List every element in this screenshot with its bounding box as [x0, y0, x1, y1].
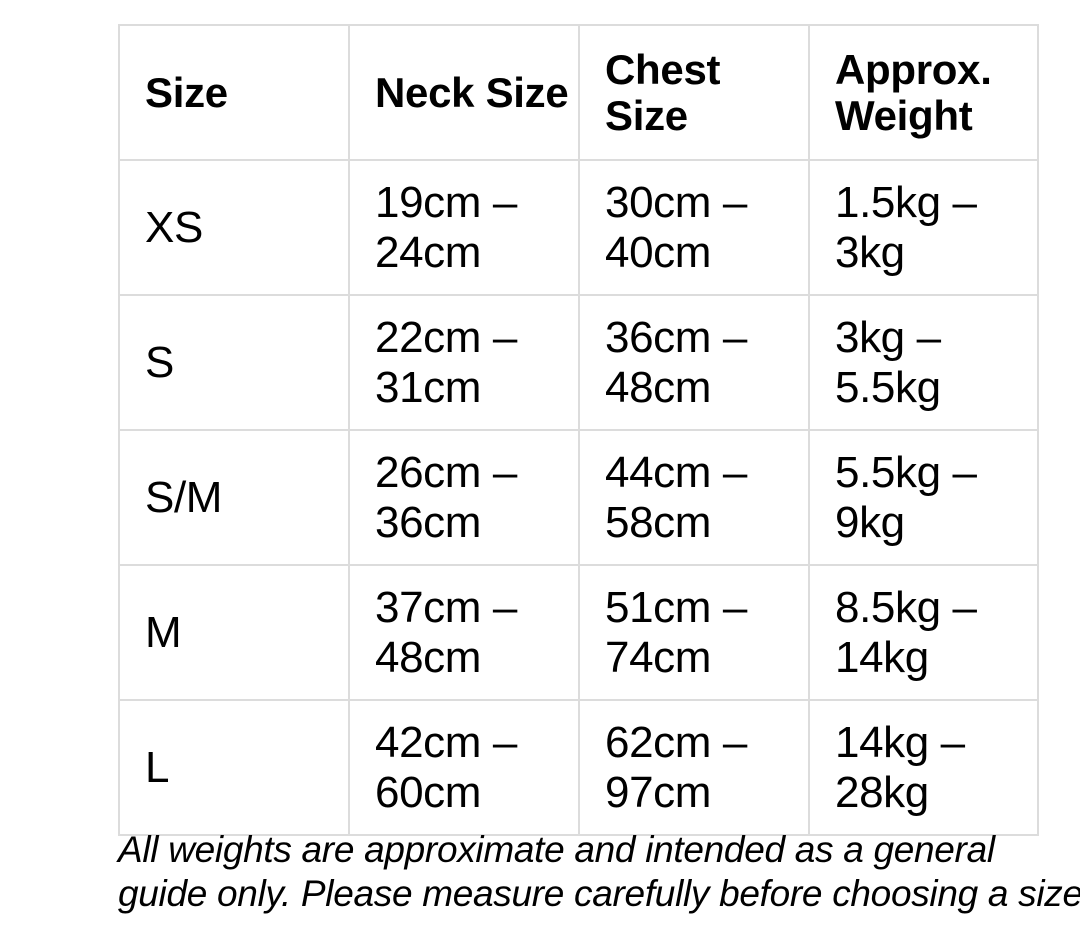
column-header-size: Size	[118, 24, 350, 161]
footnote-line: All weights are approximate and intended…	[118, 829, 995, 870]
table-header-row: Size Neck Size Chest Size Approx. Weight	[118, 24, 1039, 161]
cell-line: 3kg –	[835, 312, 941, 362]
cell-line: 60cm	[375, 767, 481, 817]
cell-line: 62cm –	[605, 717, 747, 767]
table-row: S 22cm –31cm 36cm –48cm 3kg –5.5kg	[118, 294, 1039, 431]
cell-chest: 44cm –58cm	[578, 429, 810, 566]
cell-chest: 36cm –48cm	[578, 294, 810, 431]
cell-neck: 26cm –36cm	[348, 429, 580, 566]
column-header-line: Neck Size	[375, 68, 569, 116]
cell-size: M	[118, 564, 350, 701]
cell-size: XS	[118, 159, 350, 296]
cell-line: 14kg –	[835, 717, 965, 767]
table-body: XS 19cm –24cm 30cm –40cm 1.5kg –3kg S 22cm –3…	[118, 159, 1039, 836]
table-row: M 37cm –48cm 51cm –74cm 8.5kg –14kg	[118, 564, 1039, 701]
cell-line: 26cm –	[375, 447, 517, 497]
cell-line: 14kg	[835, 632, 929, 682]
cell-weight: 8.5kg –14kg	[808, 564, 1039, 701]
cell-weight: 3kg –5.5kg	[808, 294, 1039, 431]
cell-chest: 51cm –74cm	[578, 564, 810, 701]
cell-neck: 42cm –60cm	[348, 699, 580, 836]
cell-line: 42cm –	[375, 717, 517, 767]
cell-line: 9kg	[835, 497, 905, 547]
cell-line: 37cm –	[375, 582, 517, 632]
cell-line: 19cm –	[375, 177, 517, 227]
footnote-text: All weights are approximate and intended…	[118, 828, 1080, 916]
cell-size: S/M	[118, 429, 350, 566]
cell-line: 5.5kg	[835, 362, 941, 412]
cell-line: 74cm	[605, 632, 711, 682]
cell-line: 40cm	[605, 227, 711, 277]
cell-line: 48cm	[375, 632, 481, 682]
cell-line: 28kg	[835, 767, 929, 817]
table-row: XS 19cm –24cm 30cm –40cm 1.5kg –3kg	[118, 159, 1039, 296]
column-header-line: Size	[145, 68, 228, 116]
cell-line: 8.5kg –	[835, 582, 977, 632]
cell-chest: 62cm –97cm	[578, 699, 810, 836]
cell-line: 58cm	[605, 497, 711, 547]
column-header-line: Approx.	[835, 45, 992, 93]
cell-size: L	[118, 699, 350, 836]
column-header-neck: Neck Size	[348, 24, 580, 161]
cell-line: L	[145, 742, 170, 792]
cell-size: S	[118, 294, 350, 431]
cell-neck: 22cm –31cm	[348, 294, 580, 431]
table-row: S/M 26cm –36cm 44cm –58cm 5.5kg –9kg	[118, 429, 1039, 566]
column-header-line: Chest	[605, 45, 721, 93]
column-header-line: Size	[605, 91, 688, 139]
cell-weight: 14kg –28kg	[808, 699, 1039, 836]
cell-line: 51cm –	[605, 582, 747, 632]
size-chart-table: Size Neck Size Chest Size Approx. Weight XS 19…	[118, 24, 1039, 836]
cell-line: 5.5kg –	[835, 447, 977, 497]
cell-line: 24cm	[375, 227, 481, 277]
cell-line: 48cm	[605, 362, 711, 412]
cell-line: S	[145, 337, 174, 387]
footnote-line: guide only. Please measure carefully bef…	[118, 873, 1080, 914]
cell-line: 31cm	[375, 362, 481, 412]
cell-line: 30cm –	[605, 177, 747, 227]
column-header-line: Weight	[835, 91, 973, 139]
cell-line: 22cm –	[375, 312, 517, 362]
table-header: Size Neck Size Chest Size Approx. Weight	[118, 24, 1039, 161]
cell-line: 97cm	[605, 767, 711, 817]
cell-line: 36cm	[375, 497, 481, 547]
table-row: L 42cm –60cm 62cm –97cm 14kg –28kg	[118, 699, 1039, 836]
cell-line: 1.5kg –	[835, 177, 977, 227]
column-header-chest: Chest Size	[578, 24, 810, 161]
cell-chest: 30cm –40cm	[578, 159, 810, 296]
cell-line: 36cm –	[605, 312, 747, 362]
cell-line: 3kg	[835, 227, 905, 277]
column-header-weight: Approx. Weight	[808, 24, 1039, 161]
cell-neck: 37cm –48cm	[348, 564, 580, 701]
cell-line: S/M	[145, 472, 223, 522]
cell-neck: 19cm –24cm	[348, 159, 580, 296]
cell-line: 44cm –	[605, 447, 747, 497]
cell-line: M	[145, 607, 182, 657]
cell-weight: 5.5kg –9kg	[808, 429, 1039, 566]
cell-line: XS	[145, 202, 203, 252]
cell-weight: 1.5kg –3kg	[808, 159, 1039, 296]
